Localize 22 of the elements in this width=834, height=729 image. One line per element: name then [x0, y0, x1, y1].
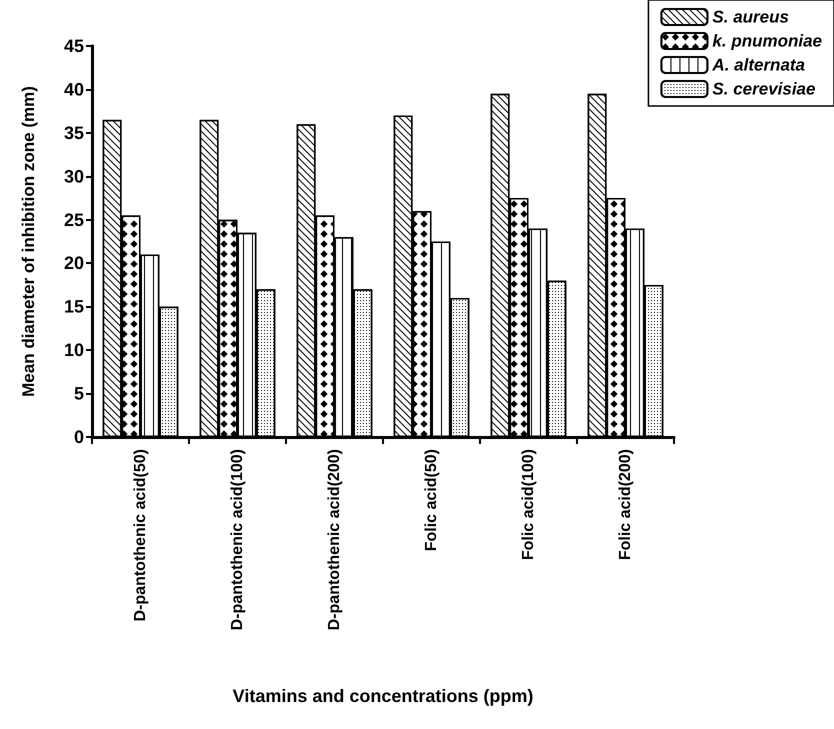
legend-label: k. pnumoniae [712, 32, 822, 50]
x-tick-label: D-pantothenic acid(200) [326, 449, 343, 630]
x-tick-label: Folic acid(50) [423, 449, 440, 552]
x-tick-label: Folic acid(200) [617, 449, 634, 560]
x-tick-label: Folic acid(100) [520, 449, 537, 560]
y-tick-label: 5 [74, 384, 84, 404]
y-tick-label: 15 [64, 296, 84, 317]
y-tick-label: 35 [64, 122, 84, 143]
y-tick-label: 40 [64, 79, 84, 100]
legend-label: S. cerevisiae [712, 80, 816, 98]
x-tick-label: D-pantothenic acid(100) [229, 449, 246, 630]
x-axis-title: Vitamins and concentrations (ppm) [232, 686, 534, 706]
legend-label: A. alternata [711, 56, 806, 74]
y-tick-label: 20 [64, 253, 84, 274]
y-tick-label: 10 [64, 340, 84, 360]
y-tick-label: 30 [64, 166, 84, 186]
y-tick-label: 0 [74, 427, 84, 447]
y-tick-label: 45 [64, 36, 84, 56]
y-axis-title: Mean diameter of inhibition zone (mm) [19, 86, 38, 397]
x-tick-label: D-pantothenic acid(50) [132, 449, 149, 622]
legend-label: S. aureus [712, 8, 789, 26]
y-tick-label: 25 [64, 210, 84, 230]
